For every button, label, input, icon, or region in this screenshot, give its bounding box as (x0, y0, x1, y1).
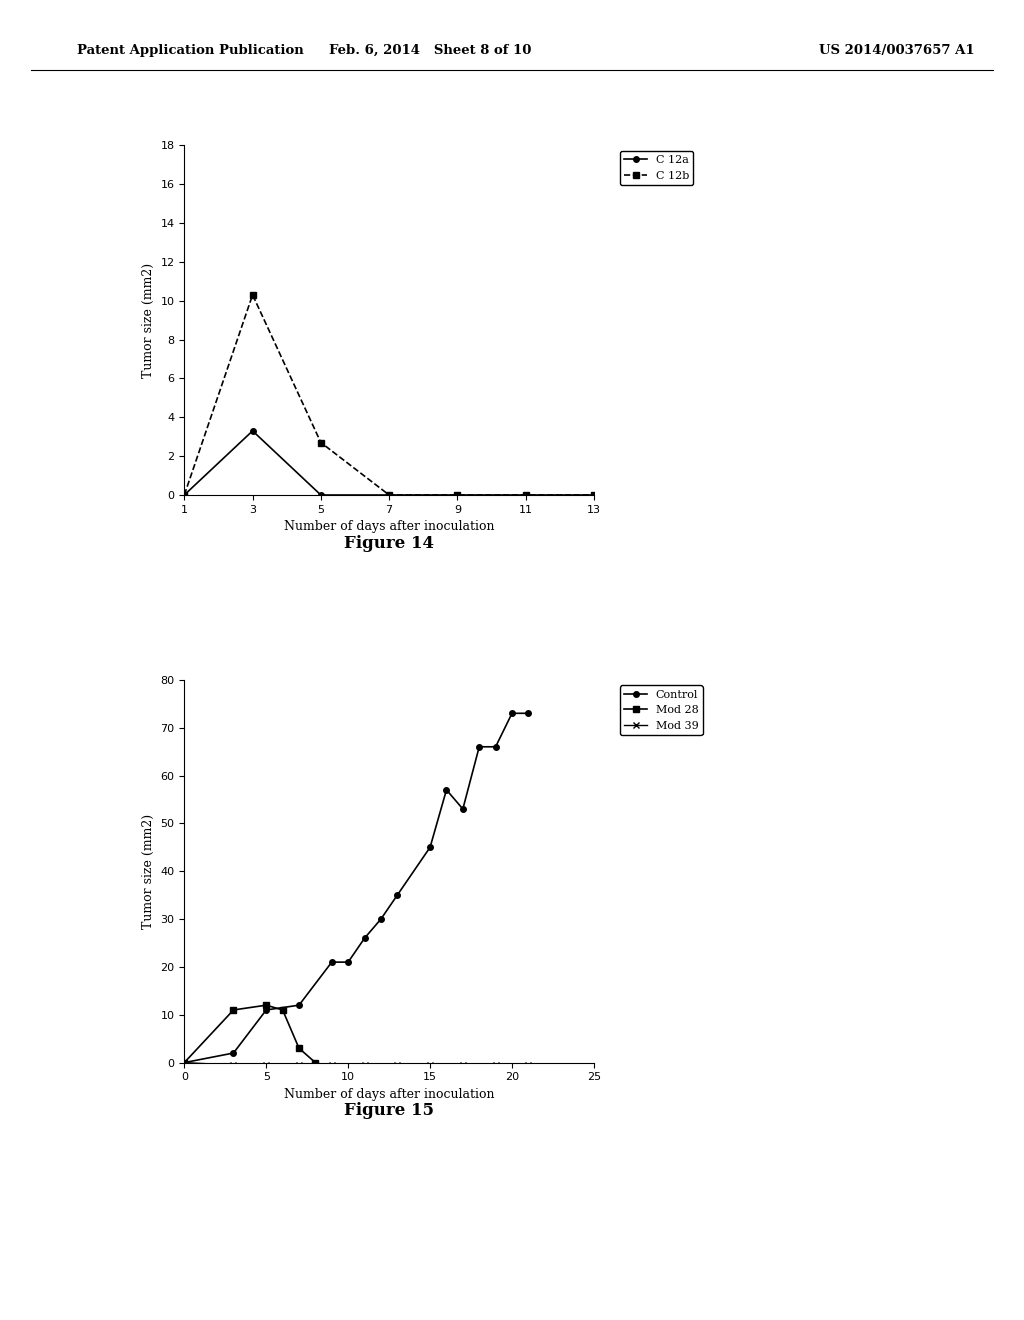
Control (342, 954, 354, 970)
Mod 39 (391, 1057, 403, 1073)
C 12b (588, 487, 600, 503)
Control (522, 705, 535, 721)
Mod 28 (227, 1002, 240, 1018)
Mod 39 (178, 1055, 190, 1071)
C 12a (314, 487, 327, 503)
Control (440, 781, 453, 797)
Mod 28 (293, 1040, 305, 1056)
Mod 39 (424, 1057, 436, 1073)
Text: Patent Application Publication: Patent Application Publication (77, 44, 303, 57)
Legend: Control, Mod 28, Mod 39: Control, Mod 28, Mod 39 (620, 685, 702, 735)
Mod 39 (358, 1057, 371, 1073)
Text: Feb. 6, 2014   Sheet 8 of 10: Feb. 6, 2014 Sheet 8 of 10 (329, 44, 531, 57)
Mod 39 (326, 1057, 338, 1073)
Mod 39 (293, 1057, 305, 1073)
Control (375, 911, 387, 927)
Line: Control: Control (181, 710, 531, 1065)
Mod 28 (260, 998, 272, 1014)
Line: C 12b: C 12b (181, 292, 597, 498)
Mod 28 (178, 1055, 190, 1071)
Control (473, 739, 485, 755)
Control (457, 801, 469, 817)
Control (424, 840, 436, 855)
Line: Mod 39: Mod 39 (181, 1060, 531, 1068)
Y-axis label: Tumor size (mm2): Tumor size (mm2) (142, 813, 155, 929)
Text: Figure 14: Figure 14 (344, 535, 434, 552)
C 12a (383, 487, 395, 503)
Control (178, 1055, 190, 1071)
Line: Mod 28: Mod 28 (181, 1002, 335, 1071)
C 12b (178, 487, 190, 503)
X-axis label: Number of days after inoculation: Number of days after inoculation (284, 520, 495, 533)
Text: US 2014/0037657 A1: US 2014/0037657 A1 (819, 44, 975, 57)
Control (227, 1045, 240, 1061)
Text: Figure 15: Figure 15 (344, 1102, 434, 1119)
Mod 39 (227, 1057, 240, 1073)
Control (326, 954, 338, 970)
C 12b (314, 434, 327, 450)
Y-axis label: Tumor size (mm2): Tumor size (mm2) (142, 263, 155, 378)
C 12b (519, 487, 531, 503)
C 12a (588, 487, 600, 503)
Mod 28 (276, 1002, 289, 1018)
Control (506, 705, 518, 721)
X-axis label: Number of days after inoculation: Number of days after inoculation (284, 1088, 495, 1101)
Line: C 12a: C 12a (181, 428, 597, 498)
C 12b (383, 487, 395, 503)
Legend: C 12a, C 12b: C 12a, C 12b (620, 150, 693, 185)
C 12a (452, 487, 464, 503)
Mod 28 (309, 1055, 322, 1071)
C 12a (247, 422, 259, 438)
Control (391, 887, 403, 903)
C 12a (178, 487, 190, 503)
Mod 39 (522, 1057, 535, 1073)
C 12b (452, 487, 464, 503)
C 12b (247, 286, 259, 302)
Mod 39 (489, 1057, 502, 1073)
Control (489, 739, 502, 755)
Control (358, 931, 371, 946)
Control (293, 998, 305, 1014)
Mod 28 (326, 1060, 338, 1076)
Control (260, 1002, 272, 1018)
C 12a (519, 487, 531, 503)
Mod 39 (260, 1057, 272, 1073)
Mod 39 (457, 1057, 469, 1073)
